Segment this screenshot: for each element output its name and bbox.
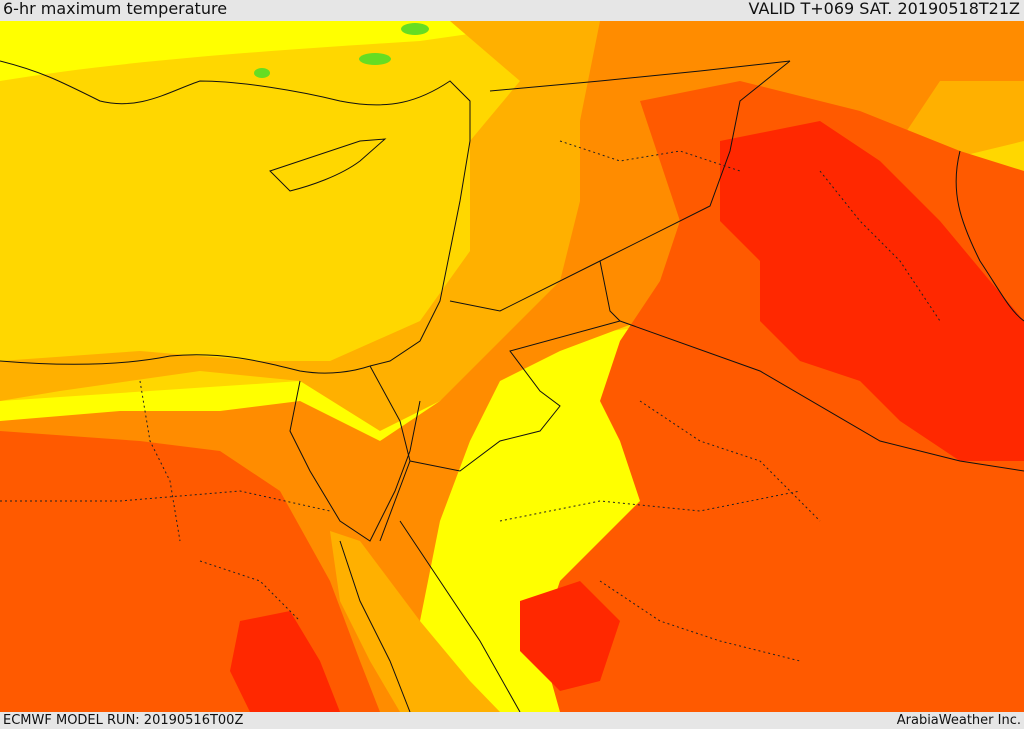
coastlines (0, 60, 1024, 712)
map-canvas (0, 21, 1024, 712)
borders (369, 60, 1024, 542)
red-core-iraq (720, 121, 1024, 461)
cool-spot-2 (359, 53, 391, 65)
header-bar: 6-hr maximum temperature VALID T+069 SAT… (0, 0, 1024, 21)
red-core-saudi (520, 581, 620, 691)
footer-bar: ECMWF MODEL RUN: 20190516T00Z ArabiaWeat… (0, 712, 1024, 729)
map-title: 6-hr maximum temperature (3, 0, 228, 18)
temperature-map (0, 21, 1024, 712)
internal-boundaries (0, 140, 941, 662)
cool-spot-1 (401, 23, 429, 35)
red-core-egypt (230, 611, 340, 712)
credit-label: ArabiaWeather Inc. (896, 713, 1021, 728)
cool-spot-3 (254, 68, 270, 78)
valid-time: VALID T+069 SAT. 20190518T21Z (748, 0, 1020, 18)
red-sea (330, 531, 500, 712)
model-run-label: ECMWF MODEL RUN: 20190516T00Z (3, 713, 244, 728)
